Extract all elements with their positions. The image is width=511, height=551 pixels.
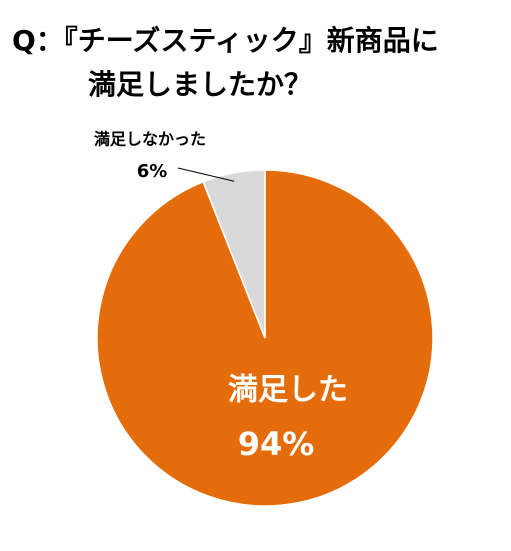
- slice-label: 満足した: [228, 372, 348, 407]
- leader-line: [177, 167, 235, 182]
- slice-value-label: 94%: [238, 425, 315, 463]
- pie-slice: [202, 169, 266, 339]
- slice-label: 満足しなかった: [94, 130, 206, 149]
- chart-title: Q：『チーズスティック』新商品に: [12, 24, 439, 57]
- pie: [96, 169, 434, 507]
- chart-title: 満足しましたか？: [88, 68, 312, 101]
- slice-value-label: 6%: [137, 161, 168, 182]
